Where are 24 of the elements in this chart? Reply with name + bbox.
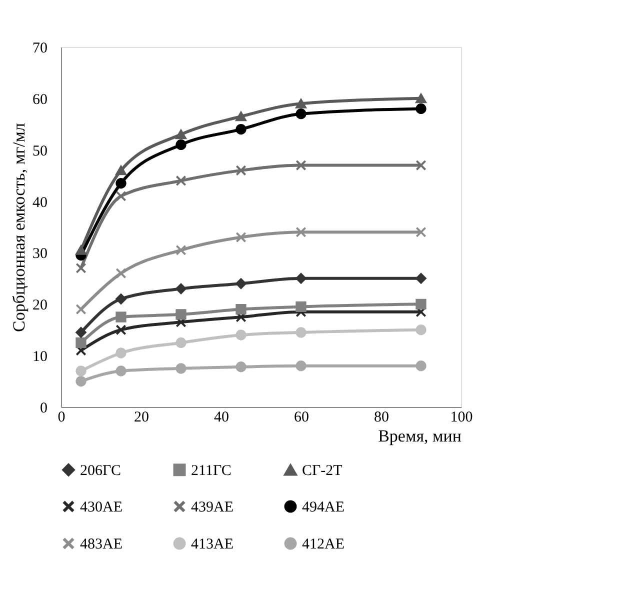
x-tick-label: 80 xyxy=(374,410,389,426)
legend-label: 413АЕ xyxy=(191,536,234,552)
legend-label: СГ-2Т xyxy=(302,463,342,480)
y-tick-label: 30 xyxy=(32,246,48,262)
legend-label: 206ГС xyxy=(80,462,121,479)
legend-label: 439АЕ xyxy=(191,500,234,516)
y-tick-label: 50 xyxy=(32,143,48,160)
y-tick-label: 20 xyxy=(32,298,48,314)
legend-label: 412АЕ xyxy=(302,536,344,552)
y-tick-label: 40 xyxy=(32,194,48,211)
x-tick-label: 0 xyxy=(58,410,66,426)
legend-label: 494АЕ xyxy=(302,500,344,516)
x-tick-label: 20 xyxy=(134,410,149,426)
x-tick-label: 100 xyxy=(450,410,473,426)
x-tick-label: 60 xyxy=(294,410,309,426)
x-axis-title: Время, мин xyxy=(378,426,462,446)
legend-label: 483АЕ xyxy=(80,536,122,552)
y-tick-label: 10 xyxy=(32,349,48,366)
legend-label: 211ГС xyxy=(191,462,232,479)
y-tick-label: 70 xyxy=(32,40,48,56)
x-tick-label: 40 xyxy=(214,410,229,426)
legend-label: 430АЕ xyxy=(80,500,122,516)
y-tick-label: 60 xyxy=(32,92,48,108)
y-axis-title: Сорбционная емкость, мг/мл xyxy=(10,122,28,332)
